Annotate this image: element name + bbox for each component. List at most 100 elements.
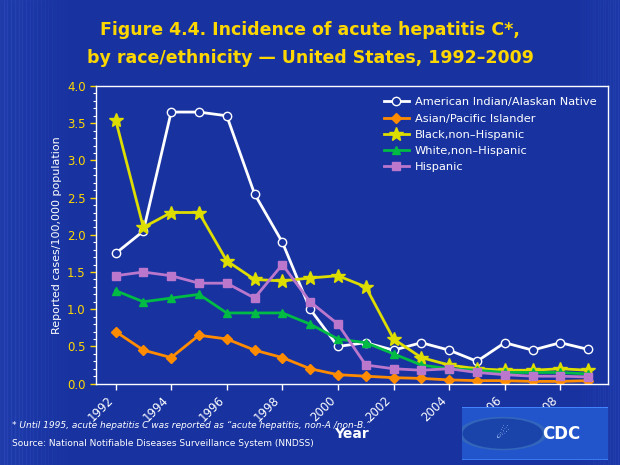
- Bar: [26, 0, 30, 465]
- Bar: [608, 0, 610, 465]
- American Indian/Alaskan Native: [585, 346, 592, 352]
- Asian/Pacific Islander: [473, 378, 480, 384]
- White,non–Hispanic: [167, 295, 175, 301]
- Hispanic: [473, 370, 480, 375]
- Asian/Pacific Islander: [529, 379, 536, 384]
- Asian/Pacific Islander: [167, 355, 175, 360]
- Bar: [37, 0, 41, 465]
- American Indian/Alaskan Native: [306, 306, 314, 312]
- Bar: [19, 0, 22, 465]
- Bar: [33, 0, 37, 465]
- Asian/Pacific Islander: [418, 376, 425, 381]
- Black,non–Hispanic: [473, 366, 480, 372]
- American Indian/Alaskan Native: [195, 109, 203, 115]
- Black,non–Hispanic: [140, 225, 147, 230]
- Black,non–Hispanic: [223, 258, 231, 264]
- American Indian/Alaskan Native: [251, 191, 259, 197]
- Hispanic: [195, 280, 203, 286]
- Bar: [56, 0, 60, 465]
- Black,non–Hispanic: [445, 362, 453, 368]
- Bar: [605, 0, 608, 465]
- White,non–Hispanic: [195, 292, 203, 297]
- Bar: [585, 0, 588, 465]
- Bar: [598, 0, 600, 465]
- White,non–Hispanic: [418, 362, 425, 368]
- Bar: [7, 0, 11, 465]
- Text: Source: National Notifiable Diseases Surveillance System (NNDSS): Source: National Notifiable Diseases Sur…: [12, 439, 314, 448]
- Asian/Pacific Islander: [390, 375, 397, 380]
- Hispanic: [112, 273, 119, 279]
- American Indian/Alaskan Native: [501, 340, 508, 345]
- Bar: [570, 0, 573, 465]
- Asian/Pacific Islander: [334, 372, 342, 378]
- Black,non–Hispanic: [306, 275, 314, 281]
- Bar: [15, 0, 19, 465]
- Hispanic: [557, 373, 564, 379]
- Bar: [600, 0, 603, 465]
- Black,non–Hispanic: [195, 210, 203, 215]
- American Indian/Alaskan Native: [418, 340, 425, 345]
- Hispanic: [529, 373, 536, 379]
- Line: Black,non–Hispanic: Black,non–Hispanic: [108, 113, 595, 377]
- Hispanic: [501, 372, 508, 378]
- Bar: [67, 0, 71, 465]
- Y-axis label: Reported cases/100,000 population: Reported cases/100,000 population: [51, 136, 61, 334]
- Circle shape: [463, 419, 542, 448]
- Bar: [60, 0, 63, 465]
- Legend: American Indian/Alaskan Native, Asian/Pacific Islander, Black,non–Hispanic, Whit: American Indian/Alaskan Native, Asian/Pa…: [378, 92, 602, 178]
- White,non–Hispanic: [140, 299, 147, 305]
- Bar: [63, 0, 67, 465]
- Hispanic: [223, 280, 231, 286]
- Bar: [595, 0, 598, 465]
- White,non–Hispanic: [112, 288, 119, 293]
- Black,non–Hispanic: [557, 366, 564, 372]
- American Indian/Alaskan Native: [140, 228, 147, 234]
- Asian/Pacific Islander: [306, 366, 314, 372]
- Text: CDC: CDC: [542, 425, 580, 443]
- Asian/Pacific Islander: [445, 377, 453, 383]
- Hispanic: [390, 366, 397, 372]
- American Indian/Alaskan Native: [362, 340, 370, 345]
- American Indian/Alaskan Native: [445, 347, 453, 353]
- Bar: [4, 0, 7, 465]
- Black,non–Hispanic: [529, 367, 536, 373]
- Asian/Pacific Islander: [362, 373, 370, 379]
- White,non–Hispanic: [585, 371, 592, 377]
- Hispanic: [167, 273, 175, 279]
- Bar: [48, 0, 52, 465]
- White,non–Hispanic: [251, 310, 259, 316]
- Black,non–Hispanic: [251, 277, 259, 282]
- Black,non–Hispanic: [362, 284, 370, 290]
- Black,non–Hispanic: [418, 355, 425, 360]
- Asian/Pacific Islander: [223, 336, 231, 342]
- Black,non–Hispanic: [390, 336, 397, 342]
- Bar: [588, 0, 590, 465]
- Text: Figure 4.4. Incidence of acute hepatitis C*,: Figure 4.4. Incidence of acute hepatitis…: [100, 21, 520, 39]
- Bar: [610, 0, 613, 465]
- Hispanic: [445, 366, 453, 372]
- American Indian/Alaskan Native: [278, 239, 286, 245]
- Line: Asian/Pacific Islander: Asian/Pacific Islander: [112, 328, 591, 385]
- Bar: [11, 0, 15, 465]
- White,non–Hispanic: [390, 351, 397, 357]
- White,non–Hispanic: [306, 321, 314, 327]
- Line: White,non–Hispanic: White,non–Hispanic: [112, 286, 592, 378]
- Black,non–Hispanic: [501, 367, 508, 373]
- American Indian/Alaskan Native: [529, 347, 536, 353]
- Black,non–Hispanic: [278, 278, 286, 284]
- Circle shape: [459, 418, 546, 450]
- American Indian/Alaskan Native: [167, 109, 175, 115]
- Hispanic: [278, 262, 286, 267]
- Bar: [603, 0, 605, 465]
- White,non–Hispanic: [501, 370, 508, 375]
- White,non–Hispanic: [223, 310, 231, 316]
- American Indian/Alaskan Native: [557, 340, 564, 345]
- Bar: [580, 0, 583, 465]
- Bar: [583, 0, 585, 465]
- White,non–Hispanic: [334, 336, 342, 342]
- Asian/Pacific Islander: [585, 378, 592, 384]
- Asian/Pacific Islander: [112, 329, 119, 334]
- Black,non–Hispanic: [167, 210, 175, 215]
- Hispanic: [306, 299, 314, 305]
- Hispanic: [362, 362, 370, 368]
